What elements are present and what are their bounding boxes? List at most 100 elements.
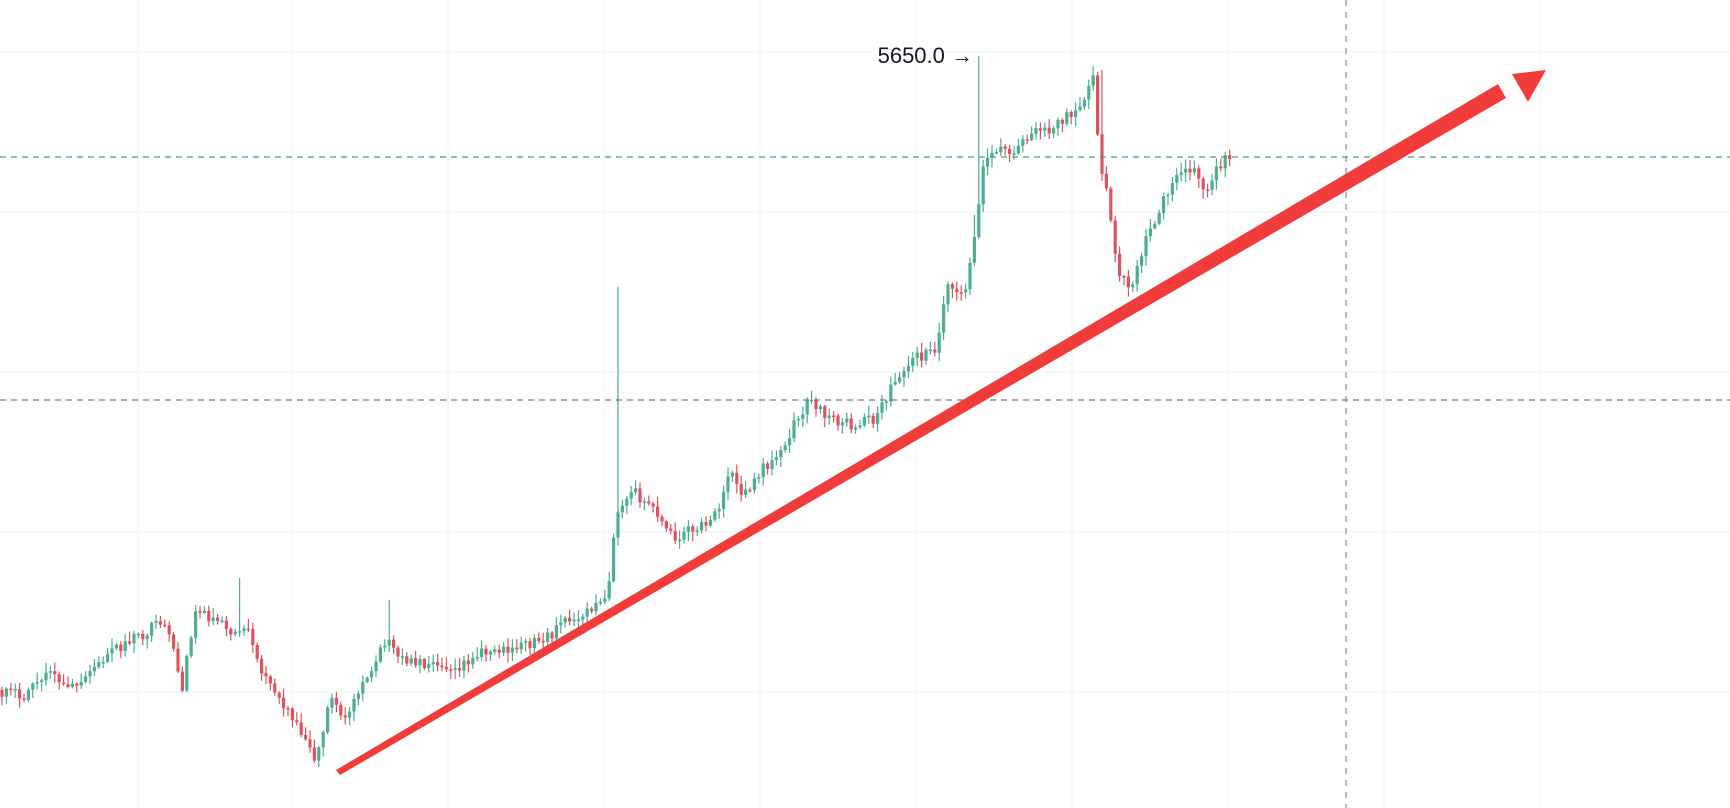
candle-body-down (396, 647, 400, 657)
candle-body-up (858, 425, 862, 428)
candle-body-up (378, 647, 382, 662)
candle-body-down (590, 608, 594, 612)
candle-body-up (26, 689, 30, 701)
candle-body-up (88, 671, 92, 677)
candle-body-up (1135, 265, 1139, 285)
candle-body-up (317, 747, 321, 761)
candle-body-down (224, 620, 228, 629)
candle-body-up (612, 537, 616, 582)
candle-body-up (682, 531, 686, 540)
candle-body-down (172, 634, 176, 649)
candle-body-up (854, 427, 858, 430)
candle-body-up (867, 415, 871, 418)
candle-body-up (968, 262, 972, 290)
candle-body-up (330, 697, 334, 708)
candle-body-up (788, 438, 792, 446)
candle-body-up (40, 680, 44, 683)
candle-body-down (0, 690, 4, 697)
candle-body-down (1206, 189, 1210, 191)
candle-body-up (827, 415, 831, 418)
horizontal-levels[interactable] (0, 156, 1730, 401)
candle-body-up (136, 633, 140, 636)
candle-body-down (207, 610, 211, 621)
candle-body-down (304, 734, 308, 740)
candle-body-up (726, 476, 730, 492)
candle-body-down (1113, 220, 1117, 254)
candle-body-down (246, 628, 250, 631)
candle-body-up (986, 157, 990, 167)
candle-body-down (53, 671, 57, 675)
candle-body-up (488, 651, 492, 655)
candle-body-up (194, 611, 198, 638)
candle-body-up (370, 671, 374, 678)
candle-body-up (154, 621, 158, 623)
candle-body-up (48, 671, 52, 673)
candle-body-up (1043, 127, 1047, 131)
candle-body-down (506, 646, 510, 653)
candle-body-up (1192, 168, 1196, 173)
candle-body-down (959, 292, 963, 294)
candle-body-down (308, 739, 312, 748)
candle-body-down (180, 671, 184, 691)
candle-body-up (559, 622, 563, 626)
candle-body-down (167, 625, 171, 635)
candle-body-up (238, 631, 242, 633)
candle-body-down (1096, 75, 1100, 135)
candle-body-up (150, 622, 154, 636)
candle-body-down (251, 629, 255, 646)
candle-body-down (647, 501, 651, 504)
candle-body-down (814, 399, 818, 410)
candle-body-up (233, 631, 237, 635)
candle-body-up (1056, 119, 1060, 129)
candle-body-up (202, 610, 206, 613)
candle-body-down (458, 668, 462, 671)
candle-body-up (110, 648, 114, 654)
candle-body-up (427, 664, 431, 669)
candle-body-up (981, 166, 985, 205)
candle-body-up (620, 505, 624, 513)
candle-body-down (1008, 148, 1012, 154)
candle-body-up (563, 617, 567, 623)
candle-body-up (1087, 85, 1091, 100)
candle-body-up (1082, 99, 1086, 107)
annotations: 5650.0 → (878, 43, 973, 68)
candle-body-up (581, 616, 585, 620)
trendline-arrow[interactable] (336, 70, 1546, 775)
candle-body-up (818, 406, 822, 410)
trendline-arrowhead (1512, 70, 1546, 102)
candle-body-down (497, 649, 501, 653)
candle-body-up (35, 682, 39, 684)
candle-body-up (607, 581, 611, 599)
candle-body-up (805, 400, 809, 415)
candle-body-up (845, 418, 849, 423)
candle-body-up (686, 526, 690, 532)
candle-body-down (832, 415, 836, 417)
candle-body-up (356, 693, 360, 699)
candle-body-up (1166, 194, 1170, 197)
candle-body-down (18, 689, 22, 699)
candle-body-up (744, 489, 748, 495)
candle-body-down (1100, 134, 1104, 174)
candle-body-up (700, 522, 704, 531)
candle-body-down (1069, 112, 1073, 118)
trendline-body (336, 84, 1506, 775)
candle-body-up (1034, 128, 1038, 134)
candle-body-up (97, 662, 101, 667)
candle-body-up (678, 539, 682, 542)
candle-body-down (920, 352, 924, 361)
candle-body-down (484, 648, 488, 655)
candle-body-up (792, 420, 796, 439)
candle-body-down (1060, 119, 1064, 124)
candle-body-up (365, 677, 369, 682)
candle-body-down (735, 472, 739, 484)
candle-body-down (950, 284, 954, 289)
candle-body-up (937, 332, 941, 353)
candle-body-up (189, 637, 193, 657)
candle-body-up (493, 649, 497, 652)
candle-body-up (1153, 223, 1157, 229)
candle-body-up (730, 472, 734, 477)
candle-body-up (1148, 228, 1152, 237)
candle-body-down (673, 530, 677, 541)
